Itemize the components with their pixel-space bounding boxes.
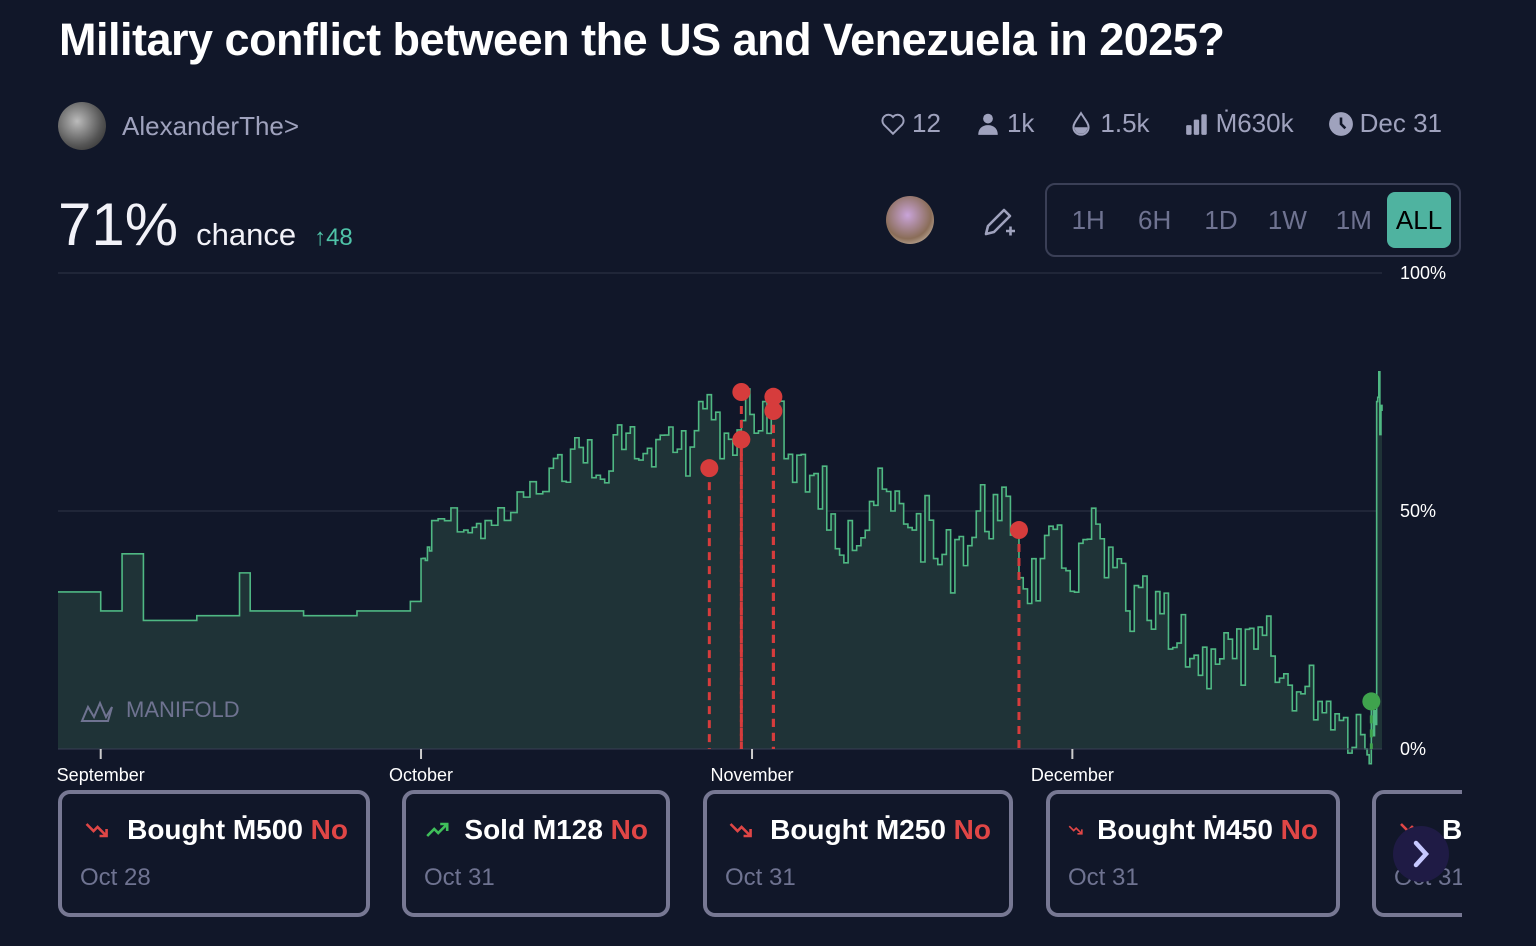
trade-outcome: No xyxy=(1280,814,1318,845)
carousel-next-button[interactable] xyxy=(1393,826,1449,882)
market-title: Military conflict between the US and Ven… xyxy=(59,14,1225,65)
trade-marker xyxy=(1362,692,1381,711)
bar-chart-icon xyxy=(1185,113,1207,135)
manifold-logo-icon xyxy=(80,700,113,722)
trade-card[interactable]: Sold Ṁ128 No Oct 31 xyxy=(402,790,670,917)
trade-action: Bought Ṁ250 xyxy=(770,814,946,845)
trend-down-icon xyxy=(729,823,752,838)
trade-outcome: No xyxy=(610,814,648,845)
trade-date: Oct 31 xyxy=(424,864,495,891)
probability: 71% chance ↑48 xyxy=(58,190,353,259)
trade-card[interactable]: Bought Ṁ250 No Oct 31 xyxy=(703,790,1013,917)
range-1m[interactable]: 1M xyxy=(1335,205,1372,235)
heart-icon xyxy=(881,113,905,135)
probability-label: chance xyxy=(196,217,297,252)
trade-card[interactable]: Bought Ṁ450 No Oct 31 xyxy=(1046,790,1340,917)
chart-area-fill xyxy=(58,371,1382,764)
trade-marker xyxy=(764,387,783,406)
range-6h[interactable]: 6H xyxy=(1137,205,1172,235)
trade-marker xyxy=(700,459,719,478)
trend-down-icon xyxy=(1068,825,1083,835)
x-tick-label: November xyxy=(711,765,794,785)
author-avatar[interactable] xyxy=(58,102,106,150)
x-tick-label: October xyxy=(389,765,453,785)
range-1w[interactable]: 1W xyxy=(1267,205,1307,235)
clock-icon xyxy=(1328,111,1353,136)
trade-outcome: No xyxy=(953,814,991,845)
droplet-icon xyxy=(1072,110,1090,136)
trade-card[interactable]: Bought Ṁ500 No Oct 28 xyxy=(58,790,370,917)
chevron-right-icon xyxy=(1413,840,1430,868)
trade-marker xyxy=(1009,521,1028,540)
trade-action: Bought Ṁ450 xyxy=(1097,814,1273,845)
author[interactable]: AlexanderThe> xyxy=(58,102,299,150)
y-tick-label: 0% xyxy=(1400,739,1426,759)
y-tick-label: 50% xyxy=(1400,501,1436,521)
trade-marker xyxy=(764,402,783,421)
x-tick-label: September xyxy=(57,765,145,785)
probability-chart: 100% 50% 0% September October November Decembe… xyxy=(57,263,1446,785)
author-name[interactable]: AlexanderThe> xyxy=(122,110,300,141)
range-all[interactable]: ALL xyxy=(1387,192,1452,248)
traders-stat: 1k xyxy=(975,108,1034,139)
chart-line xyxy=(58,371,1383,765)
trend-up-icon xyxy=(426,822,449,837)
user-icon xyxy=(978,113,998,135)
trend-down-icon xyxy=(85,823,108,838)
range-1h[interactable]: 1H xyxy=(1071,205,1105,235)
volume-stat: Ṁ630k xyxy=(1184,108,1294,139)
manifold-watermark: MANIFOLD xyxy=(126,697,240,722)
market-stats: 12 1k 1.5k Ṁ630k Dec 31 xyxy=(880,108,1442,139)
trades-carousel: Bought Ṁ500 No Oct 28 Sold Ṁ128 No Oct 31 Bo… xyxy=(58,790,1462,918)
x-tick-label: December xyxy=(1031,765,1114,785)
trade-marker xyxy=(732,383,751,401)
trade-date: Oct 31 xyxy=(1068,864,1139,891)
trade-outcome: No xyxy=(310,814,348,845)
trade-date: Oct 28 xyxy=(80,864,151,891)
close-date-stat: Dec 31 xyxy=(1328,108,1442,139)
trade-date: Oct 31 xyxy=(725,864,796,891)
probability-value: 71% xyxy=(58,191,179,258)
liquidity-stat: 1.5k xyxy=(1068,108,1150,139)
range-1d[interactable]: 1D xyxy=(1204,205,1238,235)
y-tick-label: 100% xyxy=(1400,263,1446,283)
user-avatar[interactable] xyxy=(886,196,934,244)
trade-action: Bought Ṁ500 xyxy=(127,814,303,845)
likes-stat[interactable]: 12 xyxy=(880,108,941,139)
time-range-selector: 1H 6H 1D 1W 1M ALL xyxy=(1045,183,1461,257)
probability-change: ↑48 xyxy=(314,224,353,251)
trade-action: Sold Ṁ128 xyxy=(464,814,603,845)
trade-action: Bought xyxy=(1442,814,1462,845)
edit-add-icon[interactable] xyxy=(980,204,1016,240)
